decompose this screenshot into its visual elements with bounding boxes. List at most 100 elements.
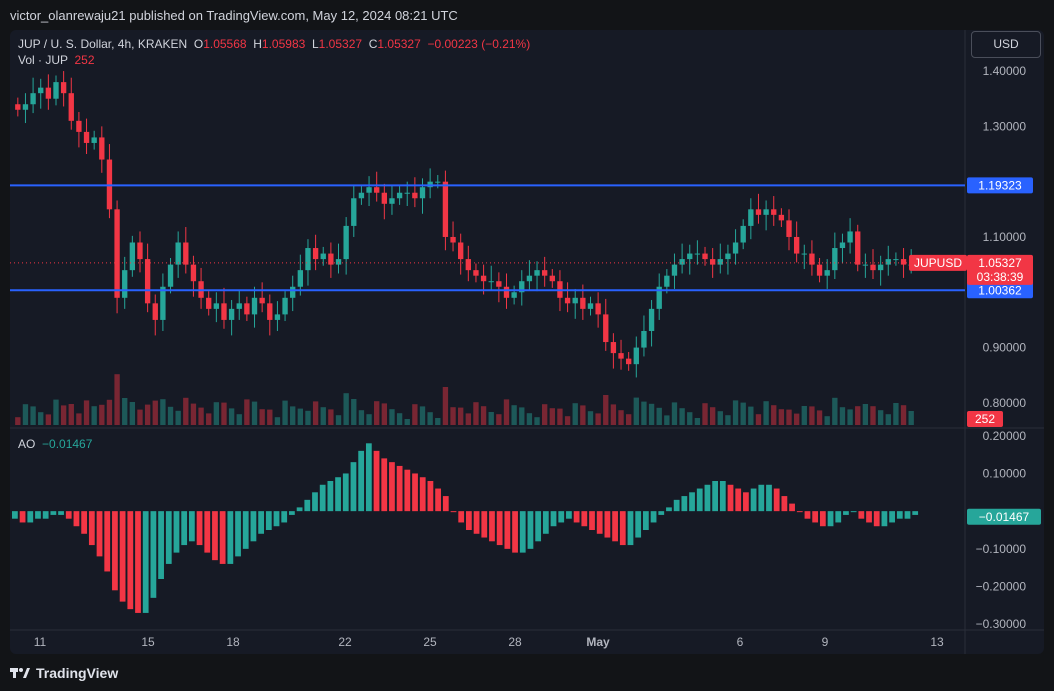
ao-axis-label: −0.10000 xyxy=(976,542,1027,556)
ao-bar xyxy=(773,488,780,512)
volume-bar xyxy=(618,410,624,425)
ao-bar xyxy=(650,511,657,523)
volume-bar xyxy=(740,402,746,425)
volume-bar xyxy=(679,408,685,425)
ao-bar xyxy=(58,511,64,515)
ao-bar xyxy=(689,492,695,512)
ao-bar xyxy=(135,511,141,613)
symbol-tag-bg xyxy=(909,254,967,271)
volume-bar xyxy=(343,393,349,425)
candle-body xyxy=(76,120,82,132)
price-axis-label: 1.30000 xyxy=(983,119,1027,133)
candle-body xyxy=(877,264,884,271)
candle-body xyxy=(618,353,624,359)
chart-frame[interactable] xyxy=(10,30,1044,654)
volume-bar xyxy=(99,404,105,425)
close-label: C xyxy=(368,37,378,51)
volume-bar xyxy=(908,411,914,425)
currency-button[interactable]: USD xyxy=(971,31,1041,58)
ao-value-tag-bg xyxy=(967,508,1041,525)
volume-bar xyxy=(564,416,571,425)
candle-body xyxy=(450,236,456,243)
candle-body xyxy=(144,259,151,304)
publish-text: victor_olanrewaju21 published on Trading… xyxy=(10,8,458,23)
candle-body xyxy=(839,242,846,249)
ao-bar xyxy=(181,511,188,546)
symbol-label[interactable]: JUP / U. S. Dollar, 4h, KRAKEN xyxy=(18,37,188,51)
ao-bar xyxy=(365,443,372,512)
candle-body xyxy=(496,281,502,287)
candle-body xyxy=(679,259,685,265)
ao-bar xyxy=(304,499,311,512)
ao-bar xyxy=(396,465,403,512)
last-price-tag: 1.05327 xyxy=(978,256,1022,270)
ao-bar xyxy=(112,511,118,591)
volume-bar xyxy=(458,407,464,425)
ao-bar xyxy=(350,462,357,512)
last-price-tag-bg xyxy=(967,254,1033,285)
candle-body xyxy=(503,286,510,298)
time-axis-label: 11 xyxy=(34,635,47,649)
volume-bar xyxy=(595,413,601,425)
candle-body xyxy=(610,342,617,354)
lower-level-tag-bg xyxy=(967,282,1033,299)
volume-bar xyxy=(450,407,456,425)
candle-body xyxy=(862,264,869,266)
lower-level-tag: 1.00362 xyxy=(978,283,1022,297)
ao-bar xyxy=(558,511,565,523)
candle-body xyxy=(732,242,739,254)
volume-bar xyxy=(129,402,136,425)
ao-bar xyxy=(235,511,241,557)
candle-body xyxy=(320,253,326,260)
candle-body xyxy=(542,270,548,276)
tradingview-footer[interactable]: TradingView xyxy=(10,665,118,681)
ao-bar xyxy=(766,484,772,512)
volume-bar xyxy=(60,405,67,425)
volume-bar xyxy=(786,409,792,425)
volume-bar xyxy=(709,407,716,425)
volume-bar xyxy=(542,404,548,425)
candle-body xyxy=(15,104,21,110)
volume-bar xyxy=(587,411,594,425)
volume-bar xyxy=(198,407,204,425)
ao-axis-label: −0.20000 xyxy=(976,580,1027,594)
volume-bar xyxy=(152,400,158,425)
volume-bar xyxy=(320,407,326,425)
volume-bar xyxy=(38,412,44,425)
ao-bar xyxy=(566,511,572,519)
candle-body xyxy=(290,286,296,298)
ao-bar xyxy=(35,511,41,519)
time-axis-label: 6 xyxy=(737,635,744,649)
volume-bar xyxy=(328,409,334,425)
candle-body xyxy=(435,181,441,183)
volume-bar xyxy=(76,413,82,425)
ao-bar xyxy=(504,511,511,549)
ao-bar xyxy=(312,492,318,512)
volume-bar xyxy=(206,413,212,425)
open-value: 1.05568 xyxy=(203,37,247,51)
volume-bar xyxy=(122,398,128,425)
ao-bar xyxy=(127,511,134,610)
time-axis-label: 15 xyxy=(141,635,155,649)
volume-bar xyxy=(847,409,853,425)
candle-body xyxy=(771,209,777,215)
ao-bar xyxy=(158,511,164,579)
candle-body xyxy=(404,192,410,194)
volume-bar xyxy=(435,418,441,425)
volume-label[interactable]: Vol · JUP xyxy=(18,53,68,67)
candle-body xyxy=(832,248,838,271)
candle-body xyxy=(572,297,578,304)
ao-bar xyxy=(804,511,811,519)
volume-bar xyxy=(427,412,433,425)
volume-bar xyxy=(694,418,701,425)
ao-bar xyxy=(519,511,526,553)
candle-body xyxy=(702,253,708,260)
ao-bar xyxy=(196,511,203,546)
candle-body xyxy=(687,253,693,260)
volume-bar xyxy=(610,404,617,425)
high-label: H xyxy=(253,37,262,51)
volume-bar xyxy=(893,403,899,425)
candle-body xyxy=(465,259,471,271)
ao-label[interactable]: AO xyxy=(18,437,36,451)
